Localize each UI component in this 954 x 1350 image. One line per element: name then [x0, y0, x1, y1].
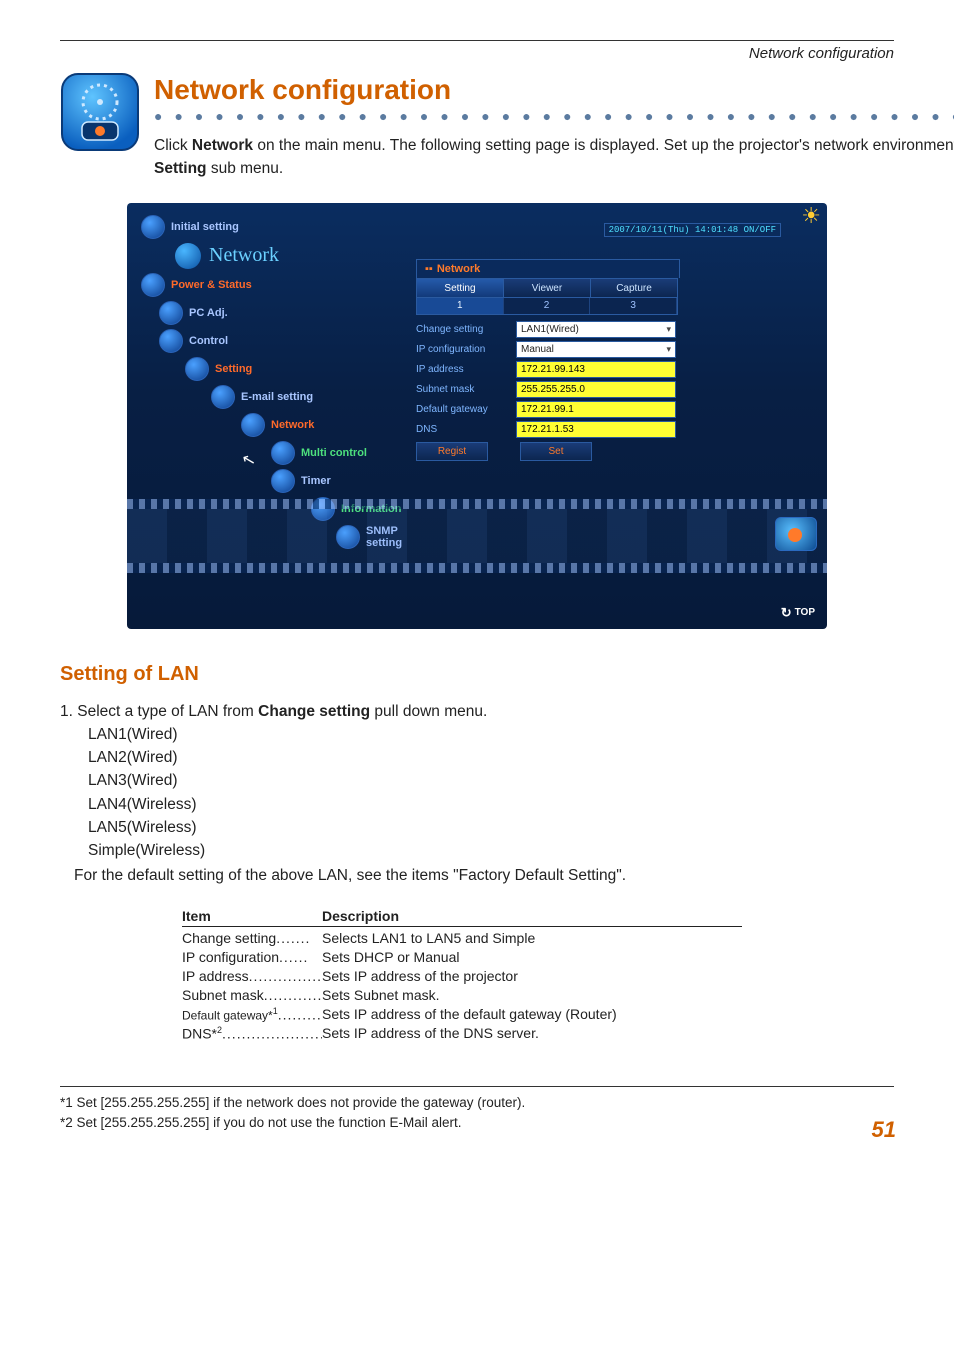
- panel-title: ▪▪Network: [416, 259, 680, 278]
- label-subnet: Subnet mask: [416, 384, 516, 395]
- section-heading: Setting of LAN: [60, 663, 894, 686]
- sun-icon: ☀: [801, 203, 821, 229]
- table-row: IP address.................Sets IP addre…: [182, 968, 742, 984]
- input-subnet[interactable]: 255.255.255.0: [516, 381, 676, 398]
- select-change-setting[interactable]: LAN1(Wired): [516, 321, 676, 338]
- footnote-2: *2 Set [255.255.255.255] if you do not u…: [60, 1113, 894, 1133]
- lan-option: LAN1(Wired): [88, 723, 894, 746]
- mail-icon: [211, 385, 235, 409]
- tab-row: Setting Viewer Capture: [416, 278, 678, 298]
- sidebar-item-timer[interactable]: Timer: [271, 469, 416, 493]
- divider-dots: ●●●●●●●●●●●●●●●●●●●●●●●●●●●●●●●●●●●●●●●●…: [154, 108, 954, 124]
- sidebar-item-multicontrol[interactable]: Multi control: [271, 441, 416, 465]
- subtab-2[interactable]: 2: [504, 298, 591, 314]
- lan-option: LAN5(Wireless): [88, 816, 894, 839]
- table-row: DNS*2...........................Sets IP …: [182, 1025, 742, 1042]
- timestamp: 2007/10/11(Thu) 14:01:48 ON/OFF: [604, 223, 781, 237]
- server-icon: [336, 525, 360, 549]
- subtab-row: 1 2 3: [416, 298, 678, 315]
- page-number: 51: [872, 1117, 896, 1143]
- sidebar-network-heading: Network: [175, 243, 416, 269]
- label-dns: DNS: [416, 424, 516, 435]
- label-ipconfig: IP configuration: [416, 344, 516, 355]
- description-table: Item Description Change setting.......Se…: [182, 908, 742, 1042]
- sidebar-item-control[interactable]: Control: [159, 329, 416, 353]
- clock-icon: [271, 469, 295, 493]
- input-dns[interactable]: 172.21.1.53: [516, 421, 676, 438]
- subtab-3[interactable]: 3: [590, 298, 677, 314]
- network-hero-icon: [60, 72, 140, 152]
- running-head: Network configuration: [60, 45, 894, 62]
- sidebar-item-snmp[interactable]: SNMP setting: [336, 525, 416, 549]
- globe-icon: [175, 243, 201, 269]
- sidebar-item-information[interactable]: Information: [311, 497, 416, 521]
- set-button[interactable]: Set: [520, 442, 592, 461]
- input-ipaddress[interactable]: 172.21.99.143: [516, 361, 676, 378]
- form-table: Change settingLAN1(Wired) IP configurati…: [416, 321, 676, 461]
- step-note: For the default setting of the above LAN…: [74, 864, 894, 887]
- lan-option: Simple(Wireless): [88, 839, 894, 862]
- col-item: Item: [182, 908, 322, 924]
- webui-screenshot: Initial setting Network Power & Status P…: [127, 203, 827, 629]
- tab-capture[interactable]: Capture: [590, 278, 678, 298]
- tab-setting[interactable]: Setting: [416, 278, 503, 298]
- sidebar-item-pcadj[interactable]: PC Adj.: [159, 301, 416, 325]
- cursor-icon: ↖: [240, 448, 258, 471]
- subtab-1[interactable]: 1: [417, 298, 504, 314]
- globe-icon: [241, 413, 265, 437]
- sidebar-item-email[interactable]: E-mail setting: [211, 385, 416, 409]
- tab-viewer[interactable]: Viewer: [503, 278, 590, 298]
- step-1: 1. Select a type of LAN from Change sett…: [60, 700, 894, 888]
- col-desc: Description: [322, 908, 399, 924]
- sidebar-item-initial[interactable]: Initial setting: [141, 215, 416, 239]
- table-row: Change setting.......Selects LAN1 to LAN…: [182, 930, 742, 946]
- page-title: Network configuration: [154, 74, 954, 106]
- footnotes: *1 Set [255.255.255.255] if the network …: [60, 1086, 894, 1134]
- lan-option: LAN2(Wired): [88, 746, 894, 769]
- sidebar-item-power[interactable]: Power & Status: [141, 273, 416, 297]
- label-gateway: Default gateway: [416, 404, 516, 415]
- top-link[interactable]: TOP: [781, 605, 815, 621]
- power-icon: [141, 273, 165, 297]
- intro-text: Click Network on the main menu. The foll…: [154, 134, 954, 181]
- footnote-1: *1 Set [255.255.255.255] if the network …: [60, 1093, 894, 1113]
- regist-button[interactable]: Regist: [416, 442, 488, 461]
- monitor-icon: [159, 301, 183, 325]
- lan-option: LAN4(Wireless): [88, 793, 894, 816]
- sidebar-item-network[interactable]: Network: [241, 413, 416, 437]
- label-ipaddress: IP address: [416, 364, 516, 375]
- gear-icon: [141, 215, 165, 239]
- table-row: Default gateway*1...........Sets IP addr…: [182, 1006, 742, 1023]
- label-change-setting: Change setting: [416, 324, 516, 335]
- select-ipconfig[interactable]: Manual: [516, 341, 676, 358]
- input-gateway[interactable]: 172.21.99.1: [516, 401, 676, 418]
- grid-icon: [271, 441, 295, 465]
- table-row: Subnet mask............Sets Subnet mask.: [182, 987, 742, 1003]
- wrench-icon: [185, 357, 209, 381]
- sidebar: Initial setting Network Power & Status P…: [127, 203, 416, 553]
- lan-option: LAN3(Wired): [88, 769, 894, 792]
- sidebar-item-setting[interactable]: Setting: [185, 357, 416, 381]
- info-icon: [311, 497, 335, 521]
- table-row: IP configuration......Sets DHCP or Manua…: [182, 949, 742, 965]
- sliders-icon: [159, 329, 183, 353]
